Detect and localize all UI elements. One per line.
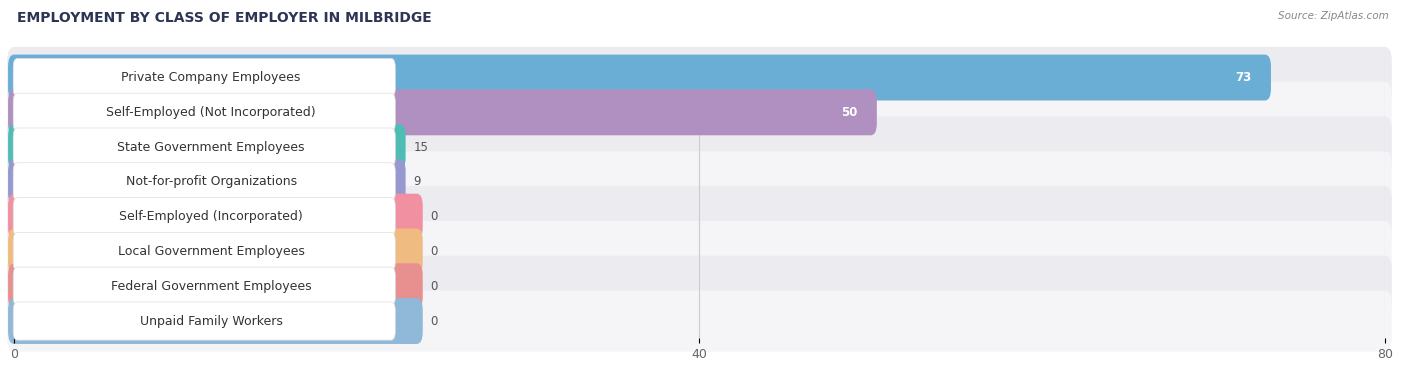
FancyBboxPatch shape (8, 124, 405, 170)
FancyBboxPatch shape (13, 232, 395, 271)
FancyBboxPatch shape (8, 55, 1271, 100)
Text: 0: 0 (430, 314, 437, 327)
Text: Local Government Employees: Local Government Employees (118, 245, 305, 258)
Text: 50: 50 (841, 106, 858, 119)
FancyBboxPatch shape (13, 128, 395, 166)
FancyBboxPatch shape (8, 89, 877, 135)
FancyBboxPatch shape (8, 229, 423, 274)
Text: Self-Employed (Not Incorporated): Self-Employed (Not Incorporated) (107, 106, 316, 119)
Text: EMPLOYMENT BY CLASS OF EMPLOYER IN MILBRIDGE: EMPLOYMENT BY CLASS OF EMPLOYER IN MILBR… (17, 11, 432, 25)
FancyBboxPatch shape (13, 267, 395, 305)
Text: Not-for-profit Organizations: Not-for-profit Organizations (125, 175, 297, 188)
FancyBboxPatch shape (8, 263, 423, 309)
FancyBboxPatch shape (7, 186, 1392, 247)
FancyBboxPatch shape (8, 298, 423, 344)
FancyBboxPatch shape (7, 47, 1392, 108)
FancyBboxPatch shape (7, 151, 1392, 212)
Text: 0: 0 (430, 210, 437, 223)
FancyBboxPatch shape (13, 197, 395, 236)
Text: 73: 73 (1234, 71, 1251, 84)
FancyBboxPatch shape (13, 302, 395, 340)
Text: Source: ZipAtlas.com: Source: ZipAtlas.com (1278, 11, 1389, 21)
Text: Self-Employed (Incorporated): Self-Employed (Incorporated) (120, 210, 304, 223)
FancyBboxPatch shape (13, 58, 395, 97)
Text: Federal Government Employees: Federal Government Employees (111, 280, 312, 293)
FancyBboxPatch shape (13, 163, 395, 201)
FancyBboxPatch shape (7, 221, 1392, 282)
Text: 15: 15 (413, 141, 429, 154)
FancyBboxPatch shape (8, 194, 423, 240)
FancyBboxPatch shape (8, 159, 405, 205)
FancyBboxPatch shape (13, 93, 395, 132)
FancyBboxPatch shape (7, 117, 1392, 178)
Text: Private Company Employees: Private Company Employees (121, 71, 301, 84)
FancyBboxPatch shape (7, 256, 1392, 317)
Text: 0: 0 (430, 245, 437, 258)
Text: 9: 9 (413, 175, 420, 188)
Text: State Government Employees: State Government Employees (117, 141, 305, 154)
Text: Unpaid Family Workers: Unpaid Family Workers (139, 314, 283, 327)
FancyBboxPatch shape (7, 82, 1392, 143)
Text: 0: 0 (430, 280, 437, 293)
FancyBboxPatch shape (7, 290, 1392, 352)
